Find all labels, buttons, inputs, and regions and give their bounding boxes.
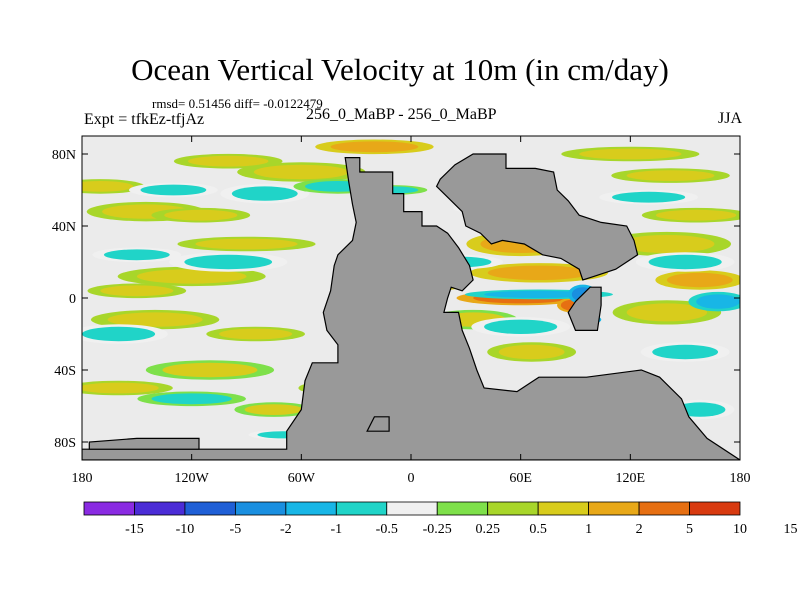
colorbar-swatch	[537, 501, 590, 516]
upwelling-patch	[619, 235, 715, 253]
upwelling-patch	[666, 272, 733, 288]
season-label: JJA	[717, 110, 742, 127]
downwelling-patch	[231, 186, 298, 201]
colorbar-label: -0.5	[376, 522, 398, 537]
land-polygon	[435, 153, 639, 281]
y-tick-label: 80N	[52, 148, 76, 163]
color-bar: -15 -10 -5 -2 -1 -0.5 -0.25 0.25 0.5 1 2 5 10 15	[83, 501, 797, 537]
downwelling-patch	[696, 294, 740, 309]
y-tick-label: 40S	[54, 364, 76, 379]
upwelling-patch	[579, 148, 682, 160]
downwelling-patch	[484, 290, 594, 298]
downwelling-patch	[612, 191, 686, 203]
upwelling-patch	[107, 312, 203, 327]
colorbar-swatch	[386, 501, 438, 516]
upwelling-patch	[655, 209, 737, 221]
colorbar-label: -5	[230, 522, 242, 537]
x-tick-label: 180	[72, 471, 93, 486]
case-label: 256_0_MaBP - 256_0_MaBP	[306, 106, 497, 123]
downwelling-patch	[140, 184, 207, 196]
colorbar-label: 0.25	[475, 522, 500, 537]
x-tick-label: 0	[408, 471, 415, 486]
colorbar-label: 15	[783, 522, 797, 537]
y-tick-label: 0	[69, 292, 76, 307]
upwelling-patch	[487, 265, 591, 280]
upwelling-patch	[195, 238, 298, 250]
colorbar-swatch	[184, 501, 236, 516]
colorbar-label: -0.25	[423, 522, 452, 537]
upwelling-patch	[162, 362, 258, 378]
colorbar-label: 5	[686, 522, 693, 537]
upwelling-patch	[626, 303, 708, 322]
downwelling-patch	[484, 319, 558, 334]
upwelling-patch	[100, 285, 174, 297]
colorbar-swatch	[588, 501, 640, 516]
colorbar-swatch	[487, 501, 539, 516]
chart-title: Ocean Vertical Velocity at 10m (in cm/da…	[131, 52, 669, 87]
x-tick-label: 60E	[509, 471, 532, 486]
colorbar-label: 0.5	[529, 522, 547, 537]
experiment-label: Expt = tfkEz-tfjAz	[84, 111, 205, 128]
downwelling-patch	[151, 393, 232, 405]
land-polygon	[567, 286, 602, 331]
land-masses	[82, 153, 740, 460]
upwelling-patch	[136, 269, 247, 284]
colorbar-label: 1	[585, 522, 592, 537]
colorbar-swatch	[689, 501, 741, 516]
upwelling-patch	[626, 170, 715, 182]
upwelling-patch	[244, 404, 304, 415]
colorbar-swatch	[285, 501, 337, 516]
rmsd-diff-label: rmsd= 0.51456 diff= -0.0122479	[152, 96, 323, 111]
x-tick-label: 120W	[175, 471, 210, 486]
downwelling-patch	[82, 326, 156, 342]
colorbar-label: -2	[280, 522, 292, 537]
y-tick-label: 80S	[54, 436, 76, 451]
upwelling-patch	[164, 209, 238, 221]
upwelling-patch	[82, 181, 134, 192]
downwelling-patch	[103, 249, 170, 261]
colorbar-swatch	[335, 501, 388, 516]
upwelling-patch	[498, 344, 565, 360]
colorbar-swatch	[638, 501, 690, 516]
colorbar-swatch	[436, 501, 489, 516]
colorbar-label: 2	[636, 522, 643, 537]
land-polygon	[82, 157, 740, 460]
downwelling-patch	[184, 254, 273, 270]
x-tick-label: 120E	[616, 471, 646, 486]
y-tick-label: 40N	[52, 220, 76, 235]
colorbar-swatch	[134, 501, 186, 516]
colorbar-label: -10	[176, 522, 195, 537]
colorbar-label: 10	[733, 522, 747, 537]
upwelling-patch	[82, 382, 159, 394]
land-polygon	[366, 416, 390, 432]
upwelling-patch	[330, 141, 419, 153]
colorbar-label: -15	[125, 522, 144, 537]
upwelling-patch	[188, 155, 269, 167]
x-tick-label: 180	[730, 471, 751, 486]
colorbar-swatch	[234, 501, 287, 516]
colorbar-swatch	[83, 501, 135, 516]
upwelling-patch	[253, 164, 349, 180]
upwelling-patch	[219, 328, 293, 340]
x-tick-label: 60W	[288, 471, 316, 486]
downwelling-patch	[648, 254, 722, 270]
colorbar-label: -1	[330, 522, 342, 537]
map-area	[82, 136, 740, 460]
land-polygon	[88, 437, 200, 450]
downwelling-patch	[652, 344, 719, 360]
map-axes: 180 120W 60W 0 60E 120E 180 80N 40N 0 40S 80S	[52, 135, 751, 486]
